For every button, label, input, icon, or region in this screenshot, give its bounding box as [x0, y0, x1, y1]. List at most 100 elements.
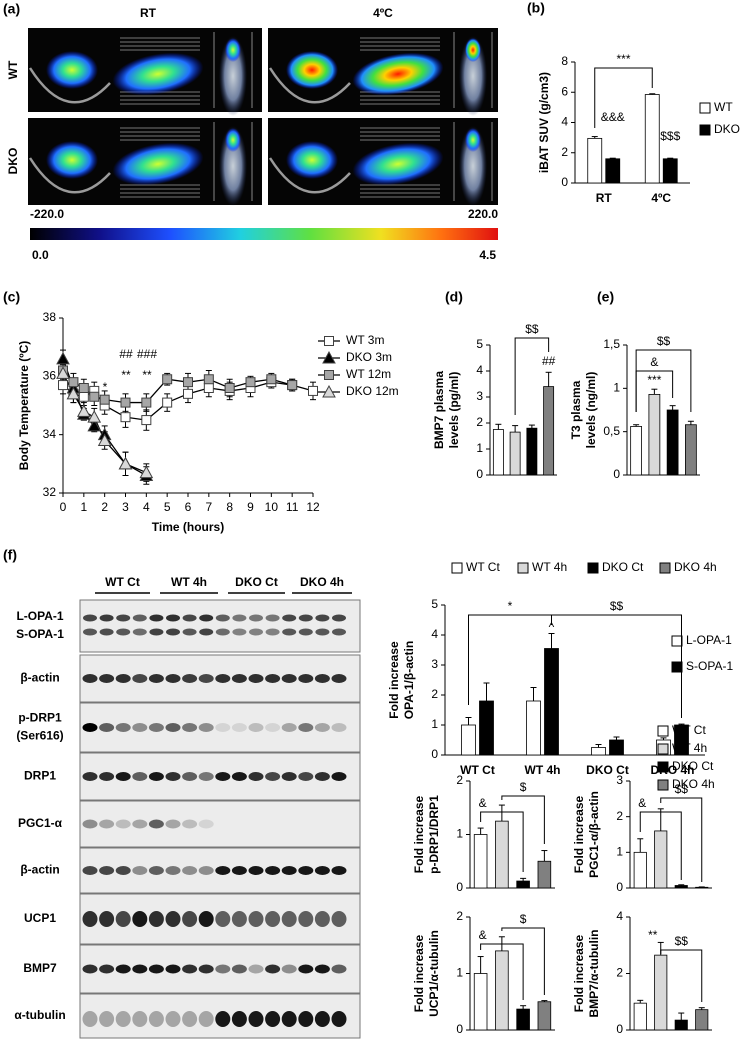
- y-tick-label: 3: [616, 773, 623, 787]
- band: [215, 614, 230, 622]
- bar: [516, 880, 530, 889]
- panel-label: (d): [445, 289, 463, 305]
- x-tick-label: 4ºC: [651, 191, 671, 205]
- x-tick-label: 7: [205, 500, 212, 514]
- significance-bracket: [639, 811, 682, 880]
- legend-label: DKO Ct: [672, 759, 714, 773]
- bar: [544, 648, 559, 756]
- band: [165, 911, 181, 927]
- band: [231, 674, 247, 683]
- legend-label: DKO 3m: [346, 350, 392, 364]
- y-tick-label: 1: [476, 441, 483, 455]
- y-tick-label: 2: [616, 809, 623, 823]
- band: [116, 614, 131, 622]
- band: [132, 723, 148, 732]
- band: [82, 772, 98, 781]
- band: [331, 911, 347, 927]
- y-tick-label: 0: [456, 1022, 463, 1036]
- band: [248, 674, 264, 683]
- band: [165, 772, 181, 781]
- band: [116, 628, 131, 636]
- x-tick-label: 12: [306, 500, 320, 514]
- bar: [674, 1019, 688, 1031]
- band: [298, 911, 314, 927]
- y-tick-label: 4: [476, 363, 483, 377]
- marker: [87, 418, 102, 432]
- bar: [543, 386, 555, 476]
- annotation: $$: [525, 322, 539, 336]
- legend-label: WT Ct: [672, 723, 706, 737]
- pet-blob: [286, 141, 338, 179]
- band: [132, 1011, 148, 1027]
- blot-row-label: β-actin: [20, 863, 59, 877]
- band: [82, 674, 98, 683]
- band: [232, 614, 247, 622]
- band: [265, 614, 280, 622]
- band: [215, 628, 230, 636]
- annotation: $$: [657, 334, 671, 348]
- marker: [141, 397, 152, 408]
- blot-row-label: UCP1: [24, 911, 56, 925]
- y-tick-label: 34: [43, 427, 57, 441]
- bar: [609, 739, 624, 756]
- bar: [537, 860, 552, 889]
- annotation: $$: [675, 782, 689, 796]
- y-tick-label: 0: [616, 1022, 623, 1036]
- x-tick-label: 5: [164, 500, 171, 514]
- band: [248, 911, 264, 927]
- y-tick-label: 8: [561, 54, 568, 68]
- annotation: ^: [549, 620, 555, 634]
- significance-bracket: [660, 949, 703, 1002]
- y-tick-label: 0: [431, 747, 438, 761]
- band: [198, 866, 214, 875]
- band: [182, 628, 197, 636]
- band: [215, 820, 230, 829]
- annotation: &&&: [601, 110, 625, 124]
- annotation: &: [650, 355, 658, 369]
- band: [265, 866, 281, 875]
- legend-swatch: [657, 761, 669, 773]
- column-label: 4ºC: [373, 6, 393, 20]
- band: [198, 772, 214, 781]
- annotation: **: [648, 928, 658, 942]
- x-tick-label: WT 4h: [525, 763, 561, 777]
- marker: [183, 377, 193, 388]
- y-axis-title: p-DRP1/DRP1: [427, 795, 441, 874]
- band: [166, 614, 180, 622]
- band: [314, 911, 330, 927]
- band: [215, 674, 231, 683]
- annotation: *: [103, 380, 108, 394]
- band: [99, 628, 114, 636]
- panel-label: (f): [3, 547, 17, 563]
- legend-label: DKO Ct: [602, 560, 644, 574]
- band: [132, 819, 148, 829]
- legend-label: WT 4h: [532, 560, 567, 574]
- annotation: **: [121, 368, 131, 382]
- band: [132, 866, 148, 875]
- annotation: *: [508, 599, 513, 613]
- band: [248, 866, 264, 875]
- legend-label: DKO 4h: [672, 777, 715, 791]
- blot-group-label: WT Ct: [105, 575, 140, 589]
- y-tick-label: 1: [456, 827, 463, 841]
- band: [281, 1011, 297, 1027]
- y-axis-title: Fold increase: [572, 935, 586, 1013]
- significance-bracket: [551, 614, 682, 718]
- band: [265, 964, 281, 974]
- bar: [587, 137, 603, 184]
- band: [265, 911, 281, 927]
- annotation: &: [479, 796, 487, 810]
- band: [282, 820, 297, 829]
- band: [215, 911, 231, 927]
- y-tick-label: 1: [616, 845, 623, 859]
- band: [148, 1011, 164, 1027]
- band: [132, 911, 148, 927]
- annotation: &: [638, 796, 646, 810]
- marker: [56, 366, 70, 379]
- band: [148, 819, 164, 829]
- x-tick-label: 3: [122, 500, 129, 514]
- band: [231, 772, 247, 781]
- band: [115, 964, 131, 974]
- x-tick-label: 9: [247, 500, 254, 514]
